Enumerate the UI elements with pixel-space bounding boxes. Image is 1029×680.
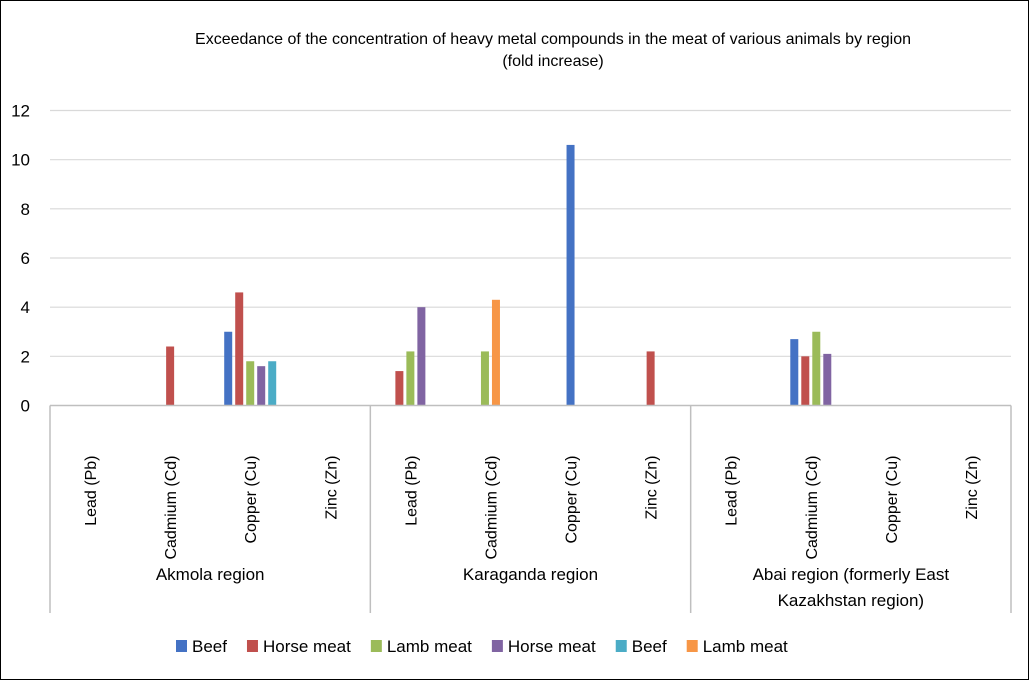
legend-label: Beef <box>632 637 667 656</box>
bar <box>224 331 233 406</box>
y-tick-label: 4 <box>21 298 30 317</box>
legend-item: Beef <box>615 637 667 656</box>
y-tick-label: 0 <box>21 397 30 416</box>
y-tick-label: 6 <box>21 249 30 268</box>
bar <box>268 361 277 406</box>
legend-swatch <box>246 640 258 652</box>
y-axis-ticks: 0 2 4 6 8 10 12 <box>11 102 30 416</box>
x-tick-label: Zinc (Zn) <box>323 456 340 520</box>
bar <box>257 366 266 406</box>
x-tick-label: Lead (Pb) <box>724 456 741 526</box>
bar <box>646 351 655 406</box>
bar <box>812 331 821 406</box>
bar <box>491 299 500 406</box>
y-tick-label: 8 <box>21 200 30 219</box>
bar <box>823 353 832 406</box>
legend: Beef Horse meat Lamb meat Horse meat Beef Lam… <box>176 637 788 656</box>
x-tick-label: Zinc (Zn) <box>644 456 661 520</box>
bar <box>246 361 255 406</box>
x-axis <box>49 404 1012 613</box>
gridlines <box>50 109 1011 357</box>
legend-swatch <box>370 640 382 652</box>
bar <box>235 292 244 406</box>
legend-label: Lamb meat <box>703 637 788 656</box>
legend-swatch <box>176 640 187 652</box>
chart-title: Exceedance of the concentration of heavy… <box>195 31 911 70</box>
region-label: Abai region (formerly East <box>753 565 950 584</box>
x-axis-category-labels: Lead (Pb) Cadmium (Cd) Copper (Cu) Zinc (Zn… <box>83 456 981 560</box>
legend-label: Lamb meat <box>387 637 472 656</box>
bar <box>406 351 415 406</box>
bars <box>166 144 832 406</box>
x-tick-label: Zinc (Zn) <box>964 456 981 520</box>
bar <box>166 346 175 406</box>
legend-label: Horse meat <box>263 637 351 656</box>
legend-item: Lamb meat <box>686 637 788 656</box>
y-tick-label: 2 <box>21 347 30 366</box>
legend-label: Horse meat <box>508 637 596 656</box>
legend-item: Lamb meat <box>370 637 472 656</box>
x-axis-region-labels: Akmola region Karaganda region Abai region… <box>156 565 950 610</box>
y-tick-label: 12 <box>11 102 30 121</box>
bar <box>801 356 810 406</box>
legend-swatch <box>491 640 503 652</box>
legend-swatch <box>686 640 698 652</box>
x-tick-label: Lead (Pb) <box>83 456 100 526</box>
x-tick-label: Copper (Cu) <box>564 456 581 544</box>
legend-label: Beef <box>192 637 227 656</box>
chart-title-line: Exceedance of the concentration of heavy… <box>195 31 911 48</box>
legend-item: Horse meat <box>491 637 596 656</box>
legend-item: Horse meat <box>246 637 351 656</box>
legend-swatch <box>615 640 627 652</box>
bar <box>480 351 489 406</box>
x-tick-label: Cadmium (Cd) <box>483 456 500 560</box>
legend-item: Beef <box>176 637 227 656</box>
region-label: Akmola region <box>156 565 265 584</box>
region-label: Kazakhstan region) <box>778 591 924 610</box>
bar <box>790 339 799 406</box>
x-tick-label: Cadmium (Cd) <box>163 456 180 560</box>
y-tick-label: 10 <box>11 151 30 170</box>
x-tick-label: Copper (Cu) <box>884 456 901 544</box>
bar <box>395 371 404 406</box>
region-label: Karaganda region <box>463 565 598 584</box>
bar <box>566 144 575 406</box>
chart-title-line: (fold increase) <box>502 53 603 70</box>
bar <box>417 307 426 406</box>
x-tick-label: Copper (Cu) <box>243 456 260 544</box>
x-tick-label: Cadmium (Cd) <box>804 456 821 560</box>
x-tick-label: Lead (Pb) <box>403 456 420 526</box>
